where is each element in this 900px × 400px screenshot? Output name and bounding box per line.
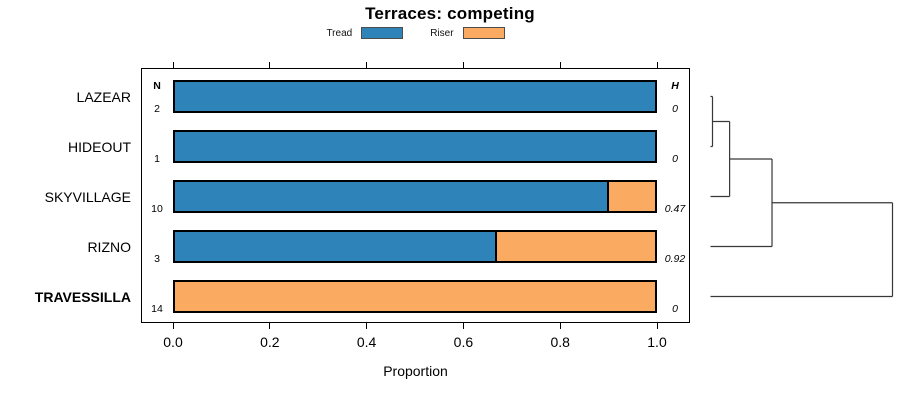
count-value: 14 <box>151 302 163 315</box>
plot-area-border <box>141 68 690 323</box>
x-axis-label: Proportion <box>383 363 448 379</box>
bar-hideout <box>173 130 657 163</box>
legend-item-tread: Tread <box>326 27 404 39</box>
x-axis-tick-top <box>559 61 561 68</box>
category-label-hideout: HIDEOUT <box>68 138 131 155</box>
count-column-header: N <box>153 80 161 92</box>
x-axis-tick-bottom <box>172 323 174 329</box>
x-axis-tick-label: 0.6 <box>453 334 474 350</box>
count-value: 10 <box>151 202 163 215</box>
heterogeneity-column-header: H <box>671 80 679 92</box>
x-axis-tick-bottom <box>366 323 368 329</box>
count-value: 1 <box>154 152 160 165</box>
heterogeneity-value: 0 <box>672 152 678 165</box>
category-label-rizno: RIZNO <box>87 238 131 255</box>
legend-item-riser: Riser <box>430 27 505 39</box>
heterogeneity-value: 0.92 <box>664 252 686 265</box>
x-axis-tick-label: 0.8 <box>550 334 570 350</box>
heterogeneity-value: 0 <box>672 102 678 115</box>
legend-swatch <box>361 27 404 39</box>
x-axis-tick-label: 1.0 <box>647 334 667 350</box>
legend: Tread Riser <box>141 26 690 40</box>
x-axis-tick-top <box>172 61 174 68</box>
x-axis-tick-top <box>462 61 464 68</box>
dendrogram-link <box>710 95 894 298</box>
heterogeneity-value: 0 <box>672 302 678 315</box>
bar-lazear <box>173 80 657 113</box>
bar-segment-tread <box>175 82 655 111</box>
bar-segment-tread <box>175 132 655 161</box>
chart-title: Terraces: competing <box>365 4 535 23</box>
bar-segment-riser <box>607 182 655 211</box>
legend-label: Tread <box>326 27 353 39</box>
x-axis-tick-bottom <box>462 323 464 329</box>
bar-segment-tread <box>175 182 607 211</box>
heterogeneity-value: 0.47 <box>664 202 686 215</box>
x-axis-tick-label: 0.0 <box>163 334 183 350</box>
x-axis-tick-top <box>656 61 658 68</box>
legend-label: Riser <box>430 27 454 39</box>
x-axis-tick-bottom <box>656 323 658 329</box>
x-axis-tick-label: 0.2 <box>260 334 280 350</box>
bar-segment-tread <box>175 232 496 261</box>
category-label-travessilla: TRAVESSILLA <box>34 288 131 305</box>
category-label-lazear: LAZEAR <box>76 88 131 105</box>
count-value: 3 <box>154 252 160 265</box>
x-axis-tick-bottom <box>269 323 271 329</box>
bar-travessilla <box>173 280 657 313</box>
bar-segment-riser <box>495 232 655 261</box>
bar-skyvillage <box>173 180 657 213</box>
x-axis-tick-bottom <box>559 323 561 329</box>
bar-rizno <box>173 230 657 263</box>
legend-swatch <box>462 27 505 39</box>
x-axis-tick-label: 0.4 <box>356 334 377 350</box>
dendrogram <box>710 95 894 298</box>
x-axis-tick-top <box>269 61 271 68</box>
count-value: 2 <box>154 102 160 115</box>
bar-segment-riser <box>175 282 655 311</box>
category-label-skyvillage: SKYVILLAGE <box>44 188 131 205</box>
x-axis-tick-top <box>366 61 368 68</box>
